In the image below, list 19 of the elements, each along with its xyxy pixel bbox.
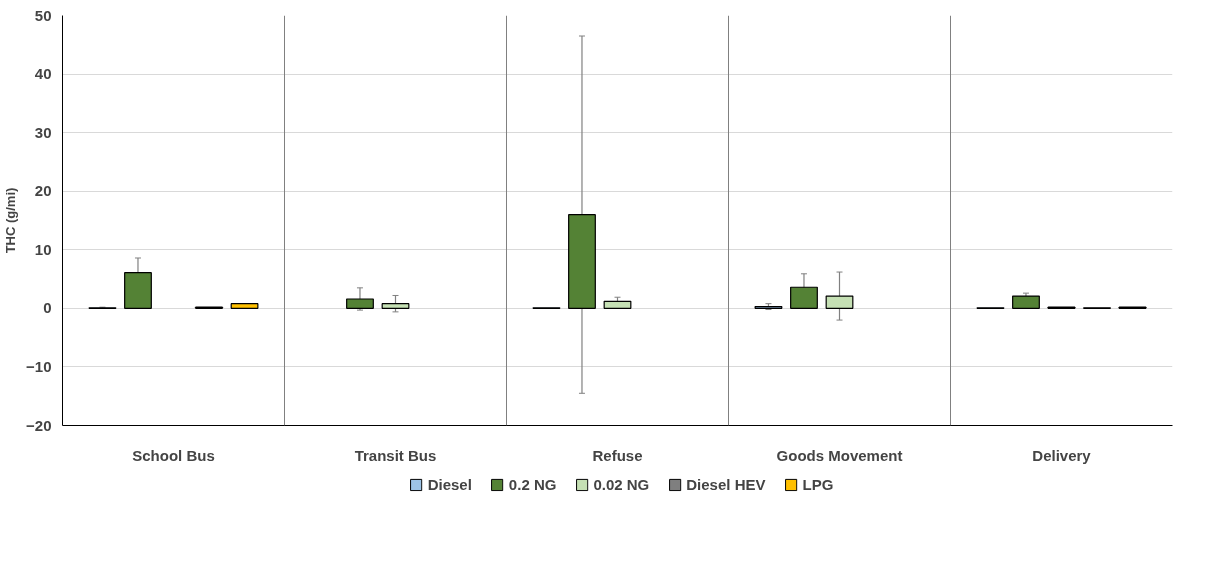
y-tick-label: 40 [34,65,52,83]
x-tick-label: Delivery [1032,446,1092,464]
x-tick-label: School Bus [132,446,215,464]
y-tick-label: 0 [43,299,52,317]
legend-label: 0.02 NG [593,475,650,493]
y-tick-label: −10 [26,357,52,375]
x-tick-label: Refuse [592,446,643,464]
legend-label: Diesel HEV [686,475,766,493]
legend-label: Diesel [427,475,472,493]
legend-label: LPG [802,475,834,493]
y-axis-title: THC (g/mi) [3,187,19,254]
y-tick-label: 30 [34,123,52,141]
y-tick-label: 50 [34,6,52,24]
x-tick-label: Transit Bus [354,446,437,464]
legend-label: 0.2 NG [508,475,557,493]
y-tick-label: 10 [34,240,52,258]
x-tick-label: Goods Movement [776,446,903,464]
y-tick-label: −20 [26,416,52,434]
y-tick-label: 20 [34,182,52,200]
